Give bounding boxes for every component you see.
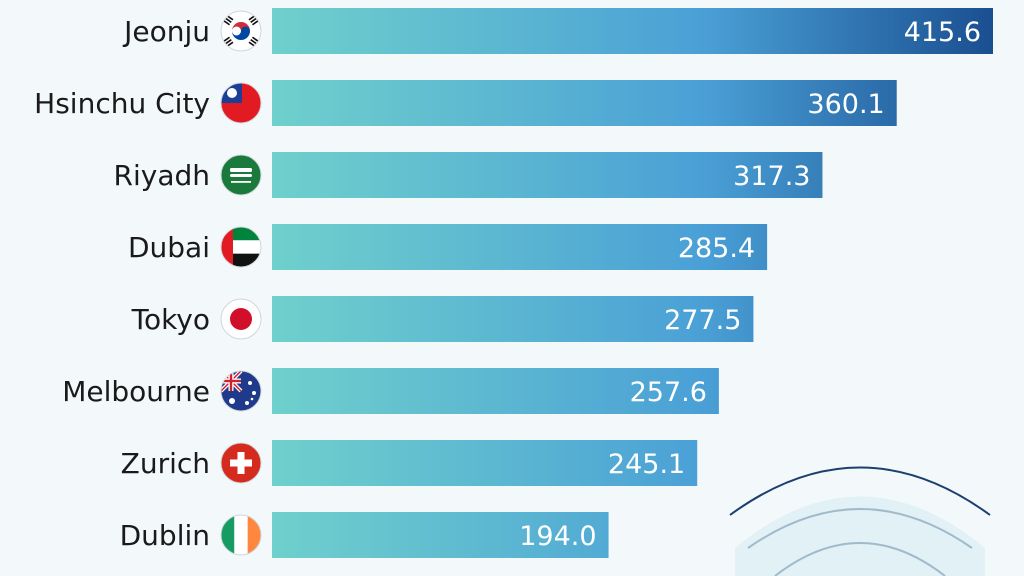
decorative-wave-graphic xyxy=(729,466,991,576)
value-label: 257.6 xyxy=(630,377,707,408)
bar xyxy=(272,224,768,270)
bar-row: Jeonju 415.6 xyxy=(122,8,993,54)
bar xyxy=(272,512,609,558)
bar-row: Tokyo 277.5 xyxy=(131,296,754,342)
bar xyxy=(272,368,719,414)
bar-row: Hsinchu City 360.1 xyxy=(34,80,897,126)
value-label: 360.1 xyxy=(807,89,884,120)
south-korea-flag-icon xyxy=(220,10,262,52)
city-label: Melbourne xyxy=(62,375,210,408)
city-label: Jeonju xyxy=(122,15,210,48)
city-label: Zurich xyxy=(121,447,210,480)
value-label: 277.5 xyxy=(664,305,741,336)
city-label: Riyadh xyxy=(114,159,210,192)
bar-row: Riyadh 317.3 xyxy=(114,152,823,198)
value-label: 245.1 xyxy=(608,449,685,480)
taiwan-flag-icon xyxy=(220,82,262,124)
bar xyxy=(272,440,698,486)
bar-row: Dublin 194.0 xyxy=(120,512,609,558)
value-label: 194.0 xyxy=(519,521,596,552)
bar xyxy=(272,296,754,342)
bar xyxy=(272,8,993,54)
value-label: 285.4 xyxy=(678,233,755,264)
bar-row: Melbourne 257.6 xyxy=(62,368,719,414)
bar xyxy=(272,80,897,126)
city-label: Hsinchu City xyxy=(34,87,210,120)
bar-row: Dubai 285.4 xyxy=(128,224,768,270)
japan-flag-icon xyxy=(220,298,262,340)
city-label: Dubai xyxy=(128,231,210,264)
city-label: Dublin xyxy=(120,519,210,552)
bar xyxy=(272,152,823,198)
value-label: 415.6 xyxy=(904,17,981,48)
uae-flag-icon xyxy=(220,226,262,268)
value-label: 317.3 xyxy=(733,161,810,192)
saudi-arabia-flag-icon xyxy=(220,154,262,196)
ireland-flag-icon xyxy=(220,514,262,556)
australia-flag-icon xyxy=(220,370,262,412)
switzerland-flag-icon xyxy=(220,442,262,484)
bar-row: Zurich 245.1 xyxy=(121,440,698,486)
city-label: Tokyo xyxy=(131,303,210,336)
